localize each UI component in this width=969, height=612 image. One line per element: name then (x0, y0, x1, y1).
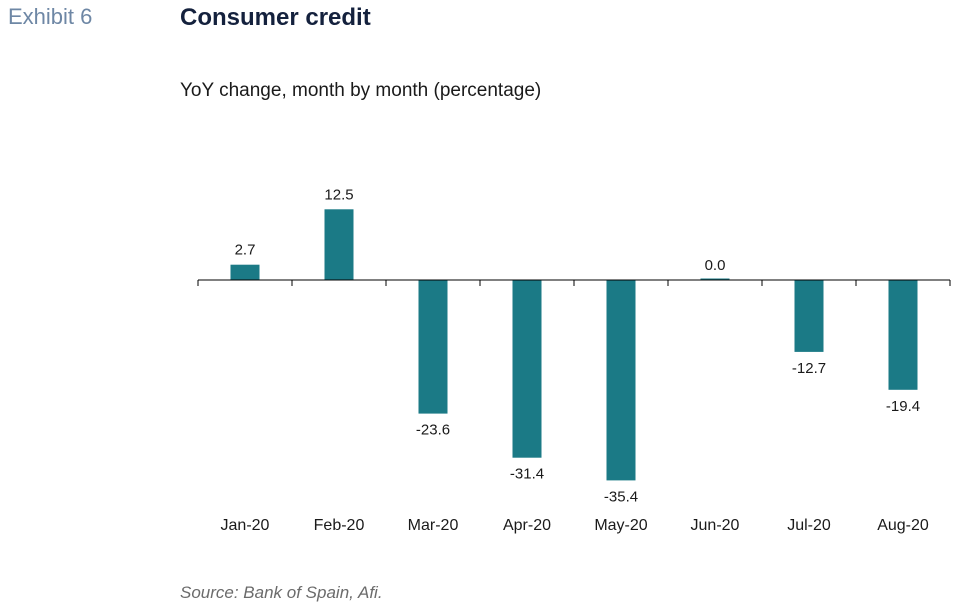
bar-apr-20 (512, 280, 542, 458)
data-label-may-20: -35.4 (604, 488, 638, 505)
chart-title: Consumer credit (180, 4, 371, 31)
x-tick-label-feb-20: Feb-20 (314, 517, 365, 534)
chart-subtitle: YoY change, month by month (percentage) (180, 80, 542, 101)
bar-may-20 (606, 280, 636, 481)
x-tick-label-aug-20: Aug-20 (877, 517, 929, 534)
x-tick-label-mar-20: Mar-20 (408, 517, 459, 534)
bar-jul-20 (794, 280, 824, 352)
x-tick-label-jun-20: Jun-20 (691, 517, 740, 534)
bar-jan-20 (230, 264, 260, 280)
data-label-jun-20: 0.0 (705, 257, 726, 274)
x-tick-label-jul-20: Jul-20 (787, 517, 831, 534)
bar-jun-20 (700, 278, 730, 280)
data-label-apr-20: -31.4 (510, 466, 544, 483)
x-tick-label-jan-20: Jan-20 (221, 517, 270, 534)
bar-mar-20 (418, 280, 448, 414)
bar-aug-20 (888, 280, 918, 390)
data-label-aug-20: -19.4 (886, 398, 920, 415)
source-note: Source: Bank of Spain, Afi. (180, 583, 383, 602)
data-label-mar-20: -23.6 (416, 422, 450, 439)
x-tick-label-may-20: May-20 (594, 517, 647, 534)
data-label-feb-20: 12.5 (324, 186, 353, 203)
bar-feb-20 (324, 209, 354, 281)
data-label-jan-20: 2.7 (235, 242, 256, 259)
exhibit-label: Exhibit 6 (8, 4, 93, 29)
data-label-jul-20: -12.7 (792, 360, 826, 377)
x-tick-label-apr-20: Apr-20 (503, 517, 551, 534)
